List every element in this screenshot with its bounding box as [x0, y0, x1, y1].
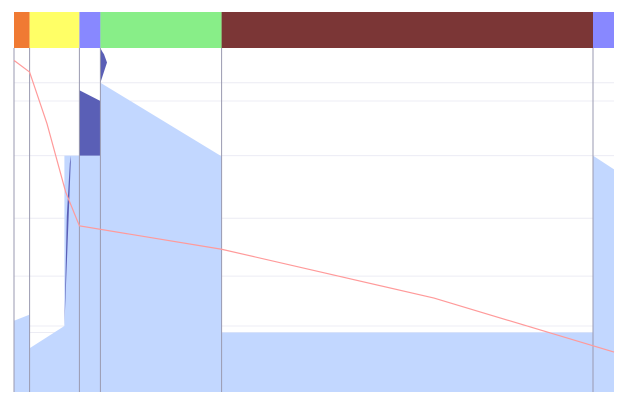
phase-block-0: [14, 12, 30, 48]
phase-block-2: [79, 12, 101, 48]
phase-boundaries: [13, 48, 594, 392]
series-line: [13, 59, 615, 353]
phase-block-1: [29, 12, 80, 48]
band-segment-1: [100, 48, 107, 83]
band-segment-0: [64, 90, 101, 326]
phase-block-4: [221, 12, 593, 48]
series-areas: [14, 48, 614, 392]
phase-block-3: [100, 12, 222, 48]
phase-block-5: [593, 12, 614, 48]
phase-bar: [14, 12, 614, 48]
area-segment-0: [14, 82, 614, 392]
trend-line: [13, 59, 615, 353]
